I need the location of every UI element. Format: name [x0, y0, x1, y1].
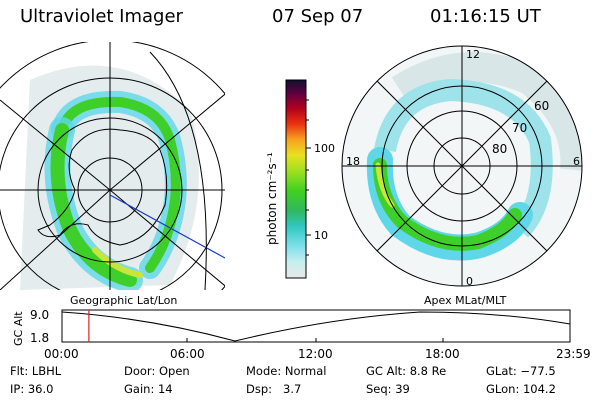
door-value: Open	[158, 364, 190, 378]
mode-value: Normal	[284, 364, 327, 378]
status-mode: Mode: Normal	[246, 364, 327, 378]
colorbar-unit-label: photon cm⁻²s⁻¹	[265, 152, 279, 245]
ip-value: 36.0	[27, 382, 54, 396]
colorbar-tick-100: 100	[314, 142, 335, 155]
altitude-xtick-1800: 18:00	[425, 347, 460, 361]
altitude-xtick-0600: 06:00	[170, 347, 205, 361]
status-ip: IP: 36.0	[10, 382, 54, 396]
apex-map: 12 18 6 0 60 70 80	[341, 45, 583, 288]
mlat-label-80: 80	[492, 142, 507, 156]
status-dsp: Dsp: 3.7	[246, 382, 302, 396]
status-gcalt: GC Alt: 8.8 Re	[366, 364, 447, 378]
glat-value: −77.5	[520, 364, 556, 378]
status-door: Door: Open	[124, 364, 190, 378]
colorbar: 100 10 photon cm⁻²s⁻¹	[265, 79, 335, 279]
altitude-xtick-0000: 00:00	[44, 347, 79, 361]
status-filter: Flt: LBHL	[10, 364, 62, 378]
altitude-ylabel: GC Alt	[12, 311, 25, 346]
mlt-label-0: 0	[466, 275, 473, 288]
altitude-plot: GC Alt 9.0 1.8 00:00 06:00 12:00 18:00 2…	[12, 308, 591, 361]
status-glat: GLat: −77.5	[486, 364, 556, 378]
glon-value: 104.2	[522, 382, 556, 396]
altitude-xtick-2359: 23:59	[556, 347, 591, 361]
mlt-label-12: 12	[466, 48, 480, 61]
mlat-label-70: 70	[512, 121, 527, 135]
gcalt-value: 8.8 Re	[409, 364, 447, 378]
status-glon: GLon: 104.2	[486, 382, 556, 396]
geographic-map	[0, 42, 225, 290]
colorbar-tick-10: 10	[314, 229, 328, 242]
mlt-label-6: 6	[573, 155, 580, 168]
time-label: 01:16:15 UT	[430, 6, 541, 27]
altitude-xtick-1200: 12:00	[298, 347, 333, 361]
dsp-value: 3.7	[283, 382, 302, 396]
mlt-label-18: 18	[346, 155, 360, 168]
date-label: 07 Sep 07	[272, 6, 364, 27]
status-gain: Gain: 14	[124, 382, 173, 396]
gain-value: 14	[157, 382, 173, 396]
geographic-map-label: Geographic Lat/Lon	[70, 294, 178, 307]
apex-map-label: Apex MLat/MLT	[424, 294, 507, 307]
altitude-ytick-9: 9.0	[30, 308, 49, 322]
seq-value: 39	[395, 382, 410, 396]
altitude-ytick-1-8: 1.8	[30, 331, 49, 345]
filter-value: LBHL	[31, 364, 62, 378]
instrument-title: Ultraviolet Imager	[20, 6, 183, 27]
status-seq: Seq: 39	[366, 382, 410, 396]
mlat-label-60: 60	[534, 99, 549, 113]
